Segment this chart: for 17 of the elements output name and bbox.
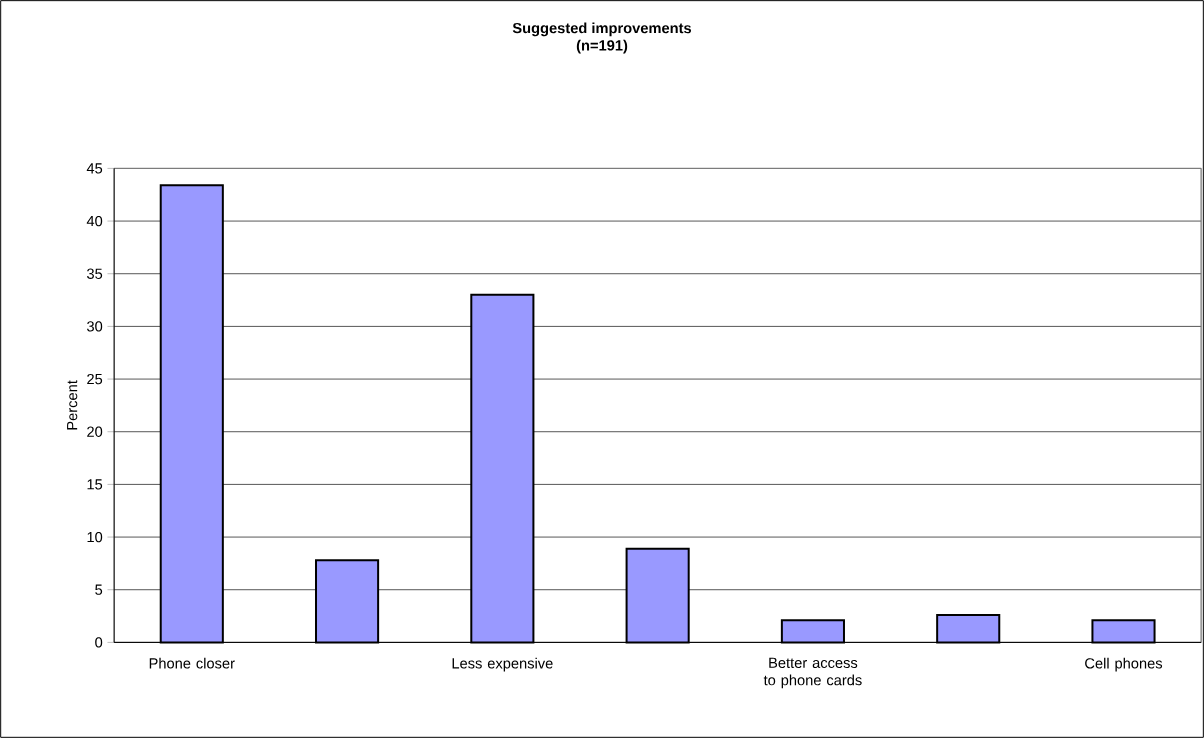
y-tick-label: 30 [87,321,103,332]
y-tick-label: 40 [86,215,103,227]
x-tick-label: Phone closer [149,657,235,669]
y-tick-label: 20 [87,426,103,437]
chart-title: Suggested improvements [512,22,692,37]
y-axis-title: Percent [67,380,78,430]
y-tick-label: 35 [87,268,103,279]
chart-subtitle: (n=191) [576,39,628,54]
y-tick-label: 0 [95,637,103,648]
x-tick-label: Cell phones [1085,657,1163,672]
y-tick-label: 15 [87,479,103,490]
x-tick-label: Less expensive [452,657,553,672]
y-tick-label: 10 [87,531,103,543]
y-tick-label: 5 [95,584,103,595]
y-tick-label: 45 [86,163,103,174]
y-tick-label: 25 [87,373,103,385]
x-tick-label: Better access to phone cards [763,657,862,689]
